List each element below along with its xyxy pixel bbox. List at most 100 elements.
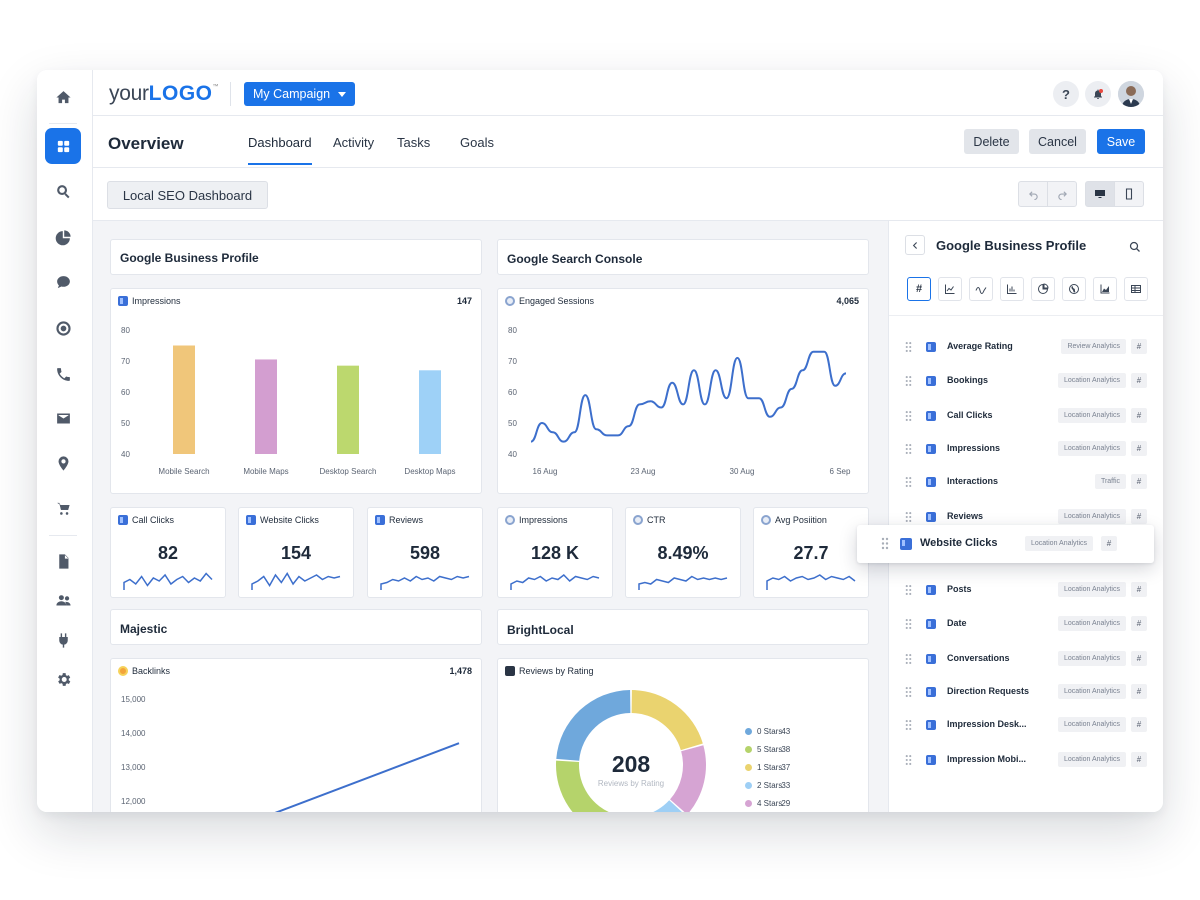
- metric-item[interactable]: Impression Mobi... Location Analytics #: [889, 749, 1163, 771]
- user-avatar[interactable]: [1118, 81, 1144, 107]
- map-pin-icon[interactable]: [45, 445, 81, 481]
- reviews-by-rating-widget[interactable]: Reviews by Rating 208 Reviews by Rating …: [497, 658, 869, 812]
- kpi-card-avg-posiition[interactable]: Avg Posiition 27.7: [753, 507, 869, 598]
- impressions-chart-widget[interactable]: Impressions 147 80 70 60 50 40 Mobile Search M…: [110, 288, 482, 494]
- x-tick-label: Mobile Search: [158, 467, 209, 476]
- tab-activity[interactable]: Activity: [333, 135, 375, 150]
- document-icon[interactable]: [45, 543, 81, 579]
- metric-type-number[interactable]: #: [1131, 373, 1147, 388]
- tab-dashboard[interactable]: Dashboard: [248, 135, 312, 165]
- home-icon[interactable]: [45, 79, 81, 115]
- phone-icon[interactable]: [45, 356, 81, 392]
- mobile-view-button[interactable]: [1114, 181, 1144, 207]
- section-header-gbp[interactable]: Google Business Profile: [110, 239, 482, 275]
- kpi-card-impressions[interactable]: Impressions 128 K: [497, 507, 613, 598]
- section-header-majestic[interactable]: Majestic: [110, 609, 482, 645]
- tab-goals[interactable]: Goals: [460, 135, 494, 150]
- cancel-button[interactable]: Cancel: [1029, 129, 1086, 154]
- x-tick-label: 30 Aug: [730, 467, 755, 476]
- search-icon[interactable]: [1129, 241, 1141, 253]
- cart-icon[interactable]: [45, 490, 81, 526]
- legend-label: 0 Stars: [757, 727, 783, 736]
- metric-type-number[interactable]: #: [1131, 582, 1147, 597]
- target-icon[interactable]: [45, 310, 81, 346]
- donut-slice: [670, 745, 707, 812]
- table-icon: [1131, 285, 1141, 293]
- metric-item[interactable]: Impressions Location Analytics #: [889, 438, 1163, 460]
- metric-type-number[interactable]: #: [1131, 616, 1147, 631]
- brand-logo[interactable]: yourLOGO™: [109, 82, 219, 105]
- campaign-dropdown[interactable]: My Campaign: [244, 82, 356, 106]
- drag-handle-icon: [905, 720, 912, 730]
- y-tick-label: 60: [121, 388, 130, 397]
- metric-item[interactable]: Call Clicks Location Analytics #: [889, 405, 1163, 427]
- metric-item[interactable]: Posts Location Analytics #: [889, 579, 1163, 601]
- stacked-area-icon: [1100, 284, 1110, 294]
- delete-button[interactable]: Delete: [964, 129, 1019, 154]
- section-header-brightlocal[interactable]: BrightLocal: [497, 609, 869, 645]
- viz-map-button[interactable]: [1062, 277, 1086, 301]
- metric-item[interactable]: Bookings Location Analytics #: [889, 370, 1163, 392]
- metric-type-number[interactable]: #: [1131, 684, 1147, 699]
- metric-tag: Location Analytics: [1057, 441, 1126, 456]
- metric-type-number[interactable]: #: [1131, 474, 1147, 489]
- viz-number-button[interactable]: #: [907, 277, 931, 301]
- metric-type-number[interactable]: #: [1131, 441, 1147, 456]
- section-header-gsc[interactable]: Google Search Console: [497, 239, 869, 275]
- metric-type-number[interactable]: #: [1131, 408, 1147, 423]
- kpi-card-ctr[interactable]: CTR 8.49%: [625, 507, 741, 598]
- google-business-icon: [118, 296, 128, 306]
- kpi-card-website-clicks[interactable]: Website Clicks 154: [238, 507, 354, 598]
- sparkline-path: [251, 572, 341, 590]
- metric-type-number[interactable]: #: [1131, 651, 1147, 666]
- tab-tasks[interactable]: Tasks: [397, 135, 431, 150]
- viz-area-button[interactable]: [938, 277, 962, 301]
- notifications-button[interactable]: [1085, 81, 1111, 107]
- help-button[interactable]: ?: [1053, 81, 1079, 107]
- dragged-metric-website-clicks[interactable]: Website Clicks Location Analytics #: [857, 525, 1154, 563]
- sparkline: [510, 574, 600, 590]
- metric-item[interactable]: Reviews Location Analytics #: [889, 506, 1163, 528]
- metric-type-number[interactable]: #: [1131, 509, 1147, 524]
- metric-item[interactable]: Date Location Analytics #: [889, 613, 1163, 635]
- y-tick-label: 80: [508, 326, 517, 335]
- settings-gear-icon[interactable]: [45, 661, 81, 697]
- metric-type-number[interactable]: #: [1131, 339, 1147, 354]
- metric-item[interactable]: Direction Requests Location Analytics #: [889, 681, 1163, 703]
- search-icon[interactable]: [45, 173, 81, 209]
- viz-line-button[interactable]: [969, 277, 993, 301]
- bar-chart: 80 70 60 50 40 Mobile Search Mobile Maps Deskto…: [121, 326, 456, 476]
- kpi-card-call-clicks[interactable]: Call Clicks 82: [110, 507, 226, 598]
- kpi-card-reviews[interactable]: Reviews 598: [367, 507, 483, 598]
- redo-button[interactable]: [1047, 181, 1077, 207]
- back-button[interactable]: [905, 235, 925, 255]
- brightlocal-icon: [505, 666, 515, 676]
- engaged-sessions-chart-widget[interactable]: Engaged Sessions 4,065 80 70 60 50 40 16 Aug 2…: [497, 288, 869, 494]
- dashboard-name-field[interactable]: Local SEO Dashboard: [107, 181, 268, 209]
- email-icon[interactable]: [45, 400, 81, 436]
- metric-item[interactable]: Average Rating Review Analytics #: [889, 336, 1163, 358]
- metric-item[interactable]: Conversations Location Analytics #: [889, 648, 1163, 670]
- metric-item[interactable]: Impression Desk... Location Analytics #: [889, 714, 1163, 736]
- metric-type-number[interactable]: #: [1101, 536, 1117, 551]
- google-business-icon: [375, 515, 385, 525]
- plug-icon[interactable]: [45, 622, 81, 658]
- viz-stacked-area-button[interactable]: [1093, 277, 1117, 301]
- backlinks-chart-widget[interactable]: Backlinks 1,478 15,000 14,000 13,000 12,000: [110, 658, 482, 812]
- legend-item: 1 Stars 37: [745, 763, 790, 772]
- desktop-view-button[interactable]: [1085, 181, 1115, 207]
- bar: [419, 370, 441, 454]
- viz-bar-button[interactable]: [1000, 277, 1024, 301]
- pie-chart-icon[interactable]: [45, 219, 81, 255]
- viz-pie-button[interactable]: [1031, 277, 1055, 301]
- undo-icon: [1028, 190, 1038, 200]
- undo-button[interactable]: [1018, 181, 1048, 207]
- metric-type-number[interactable]: #: [1131, 752, 1147, 767]
- save-button[interactable]: Save: [1097, 129, 1145, 154]
- chat-bubble-icon[interactable]: [45, 264, 81, 300]
- dashboard-grid-icon[interactable]: [45, 128, 81, 164]
- metric-item[interactable]: Interactions Traffic #: [889, 471, 1163, 493]
- users-icon[interactable]: [45, 582, 81, 618]
- metric-type-number[interactable]: #: [1131, 717, 1147, 732]
- viz-table-button[interactable]: [1124, 277, 1148, 301]
